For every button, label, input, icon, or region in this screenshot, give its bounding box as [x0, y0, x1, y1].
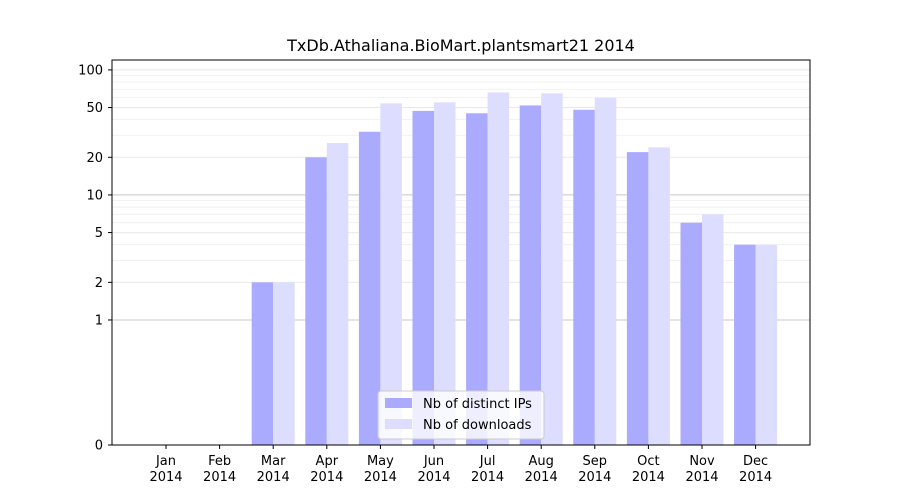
y-axis: 0 1 2 5 10 20 50 100 — [78, 63, 112, 454]
bar-distinct-ips — [251, 282, 274, 445]
x-tick-label: Nov 2014 — [685, 454, 718, 485]
bar-downloads — [273, 282, 295, 445]
bar-downloads — [434, 102, 456, 445]
x-axis: Jan 2014 Feb 2014 Mar 2014 Apr 2014 May 2014 Jun 20… — [149, 445, 772, 485]
bar-downloads — [755, 244, 778, 445]
bar-downloads — [487, 92, 510, 446]
bar-downloads — [326, 143, 349, 445]
x-tick-label: Feb 2014 — [203, 454, 236, 485]
bar-downloads — [541, 93, 563, 446]
bar-downloads — [702, 214, 724, 445]
y-tick-label: 0 — [95, 439, 103, 454]
x-tick-label: Oct 2014 — [632, 454, 665, 485]
y-tick-label: 1 — [95, 313, 103, 328]
grid-layer — [112, 69, 810, 321]
plot-frame — [111, 59, 811, 446]
legend-label-distinct-ips: Nb of distinct IPs — [423, 397, 532, 412]
y-tick-label: 10 — [86, 188, 103, 203]
x-tick-label: Sep 2014 — [578, 454, 611, 485]
y-tick-label: 5 — [95, 226, 103, 241]
y-tick-label: 2 — [95, 276, 103, 291]
bar-downloads — [380, 103, 402, 446]
bar-distinct-ips — [680, 222, 702, 445]
x-tick-label: Jul 2014 — [471, 454, 504, 485]
x-tick-label: May 2014 — [364, 454, 397, 485]
bar-distinct-ips — [734, 244, 756, 445]
y-tick-label: 50 — [86, 101, 103, 116]
legend-swatch-distinct-ips — [385, 398, 412, 408]
bar-downloads — [648, 147, 670, 446]
bar-distinct-ips — [412, 110, 434, 445]
x-tick-label: Dec 2014 — [739, 454, 772, 485]
x-tick-label: Apr 2014 — [310, 454, 343, 485]
y-tick-label: 100 — [78, 63, 103, 78]
legend-label-downloads: Nb of downloads — [423, 418, 532, 433]
chart-title: TxDb.Athaliana.BioMart.plantsmart21 2014 — [286, 36, 635, 55]
legend-swatch-downloads — [385, 419, 412, 429]
x-tick-label: Mar 2014 — [257, 454, 290, 485]
bar-distinct-ips — [358, 131, 381, 445]
legend: Nb of distinct IPs Nb of downloads — [377, 390, 545, 440]
x-tick-label: Aug 2014 — [525, 454, 558, 485]
bar-distinct-ips — [573, 109, 595, 445]
bars-layer — [251, 92, 778, 446]
x-tick-label: Jan 2014 — [149, 454, 182, 485]
x-tick-label: Jun 2014 — [417, 454, 450, 485]
bar-distinct-ips — [305, 157, 327, 445]
legend-frame — [377, 390, 545, 440]
bar-distinct-ips — [519, 105, 542, 446]
y-tick-label: 20 — [86, 151, 103, 166]
bar-downloads — [594, 97, 617, 445]
bar-distinct-ips — [626, 152, 649, 445]
bar-distinct-ips — [466, 113, 488, 445]
